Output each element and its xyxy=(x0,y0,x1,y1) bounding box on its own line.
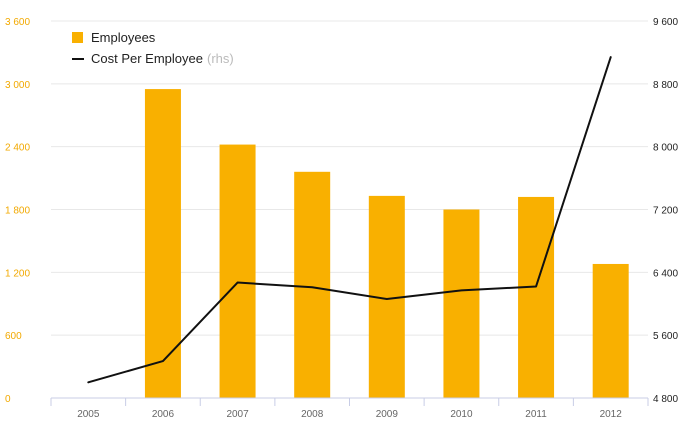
axis-labels: 0 4 800 600 5 600 1 200 6 400 1 800 7 200 2 400 8… xyxy=(5,17,678,420)
chart-legend: Employees Cost Per Employee (rhs) xyxy=(72,27,234,69)
left-axis-tick-label: 0 xyxy=(5,394,11,405)
legend-line-swatch xyxy=(72,57,84,60)
x-axis-tick-label: 2005 xyxy=(77,409,100,420)
right-axis-tick-label: 6 400 xyxy=(653,268,678,279)
x-axis-tick-label: 2008 xyxy=(301,409,324,420)
right-axis-tick-label: 8 800 xyxy=(653,80,678,91)
employee-bar xyxy=(443,209,480,398)
cost-per-employee-line xyxy=(87,56,612,384)
legend-employees-label: Employees xyxy=(91,30,156,45)
x-axis-tick-label: 2007 xyxy=(226,409,249,420)
right-axis-tick-label: 9 600 xyxy=(653,17,678,28)
left-axis-tick-label: 3 600 xyxy=(5,17,30,28)
left-axis-tick-label: 3 000 xyxy=(5,80,30,91)
left-axis-tick-label: 1 200 xyxy=(5,268,30,279)
legend-bar-swatch xyxy=(72,32,83,43)
x-axis-tick-label: 2011 xyxy=(525,409,547,420)
x-axis-tick-label: 2009 xyxy=(376,409,399,420)
employee-bars xyxy=(144,89,629,398)
employee-bar xyxy=(294,171,331,398)
legend-item-employees: Employees xyxy=(72,27,234,48)
x-axis-tick-label: 2006 xyxy=(152,409,175,420)
employee-bar xyxy=(144,89,181,398)
left-axis-tick-label: 600 xyxy=(5,331,22,342)
left-axis-tick-label: 2 400 xyxy=(5,143,30,154)
right-axis-tick-label: 5 600 xyxy=(653,331,678,342)
employee-bar xyxy=(219,144,256,398)
axes xyxy=(50,397,649,406)
right-axis-tick-label: 7 200 xyxy=(653,206,678,217)
legend-cost-label: Cost Per Employee xyxy=(91,51,203,66)
x-axis-tick-label: 2012 xyxy=(600,409,623,420)
right-axis-tick-label: 8 000 xyxy=(653,143,678,154)
right-axis-tick-label: 4 800 xyxy=(653,394,678,405)
cost-per-employee-polyline xyxy=(87,56,612,384)
left-axis-tick-label: 1 800 xyxy=(5,206,30,217)
employee-bar xyxy=(592,263,629,398)
legend-rhs-note: (rhs) xyxy=(207,51,234,66)
x-axis-tick-label: 2010 xyxy=(450,409,473,420)
employee-bar xyxy=(518,196,555,398)
legend-item-cost-per-employee: Cost Per Employee (rhs) xyxy=(72,48,234,69)
